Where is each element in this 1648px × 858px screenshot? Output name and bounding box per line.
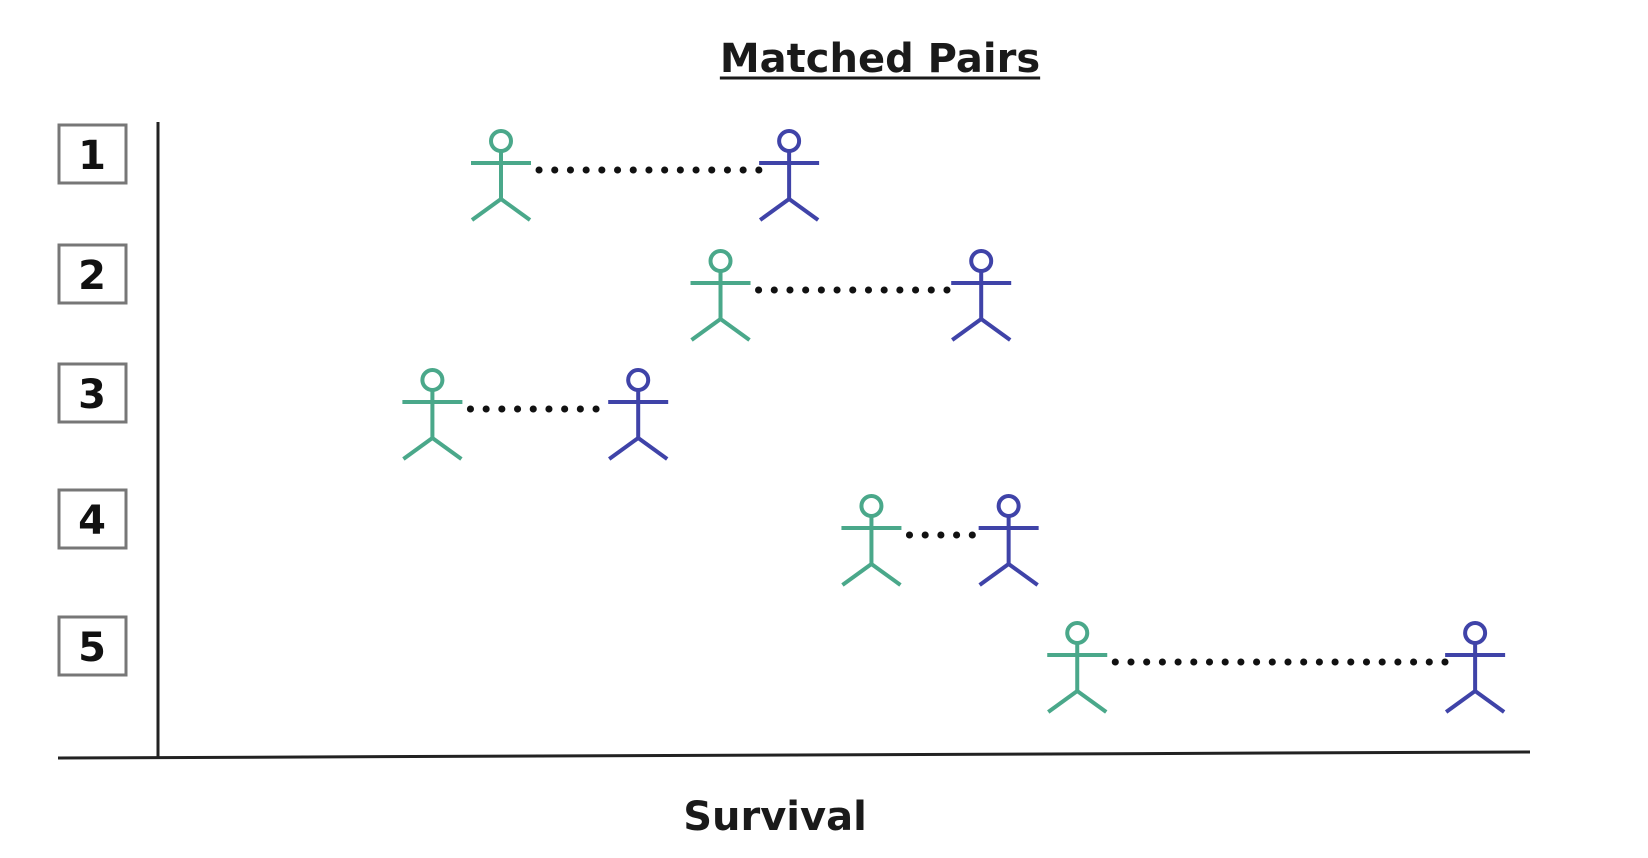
pair-label: 4 (78, 498, 106, 544)
person-b-icon (758, 129, 820, 222)
person-a-icon (841, 494, 902, 587)
pair-row-2: 2 (57, 243, 955, 305)
diagram-title: Matched Pairs (720, 36, 1040, 82)
pair-label-box (57, 362, 128, 424)
pair-row-5: 5 (57, 615, 1449, 677)
pair-row-4: 4 (57, 488, 983, 550)
pair-label: 5 (78, 625, 106, 671)
pairs-layer: 1 2 3 4 5 (57, 123, 1506, 714)
person-b-icon (951, 249, 1012, 342)
pair-label: 2 (78, 253, 106, 299)
pair-label: 1 (78, 133, 106, 179)
person-b-icon (1444, 621, 1506, 714)
pair-row-1: 1 (57, 123, 763, 185)
pair-label-box (57, 123, 128, 185)
pair-label: 3 (78, 372, 106, 418)
person-a-icon (690, 249, 751, 342)
person-b-icon (608, 368, 669, 461)
pair-label-box (57, 243, 128, 305)
pair-label-box (57, 615, 128, 677)
pair-label-box (57, 488, 128, 550)
x-axis-label: Survival (683, 794, 867, 840)
person-b-icon (978, 494, 1039, 587)
x-axis-line (57, 750, 1531, 760)
person-a-icon (470, 129, 532, 222)
pair-row-3: 3 (57, 362, 612, 424)
person-a-icon (1047, 621, 1108, 714)
person-a-icon (402, 368, 463, 461)
